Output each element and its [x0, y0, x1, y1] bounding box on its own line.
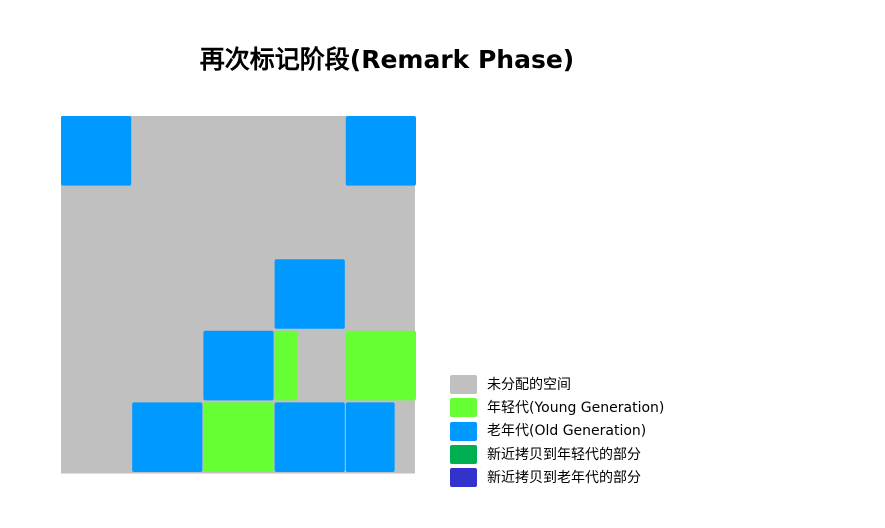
legend-swatch-young-generation: [450, 398, 477, 418]
legend: 未分配的空间 年轻代(Young Generation) 老年代(Old Gen…: [450, 373, 750, 489]
old-region-r3-c2: [203, 330, 274, 401]
legend-swatch-copied-young: [450, 445, 477, 465]
legend-label-copied-young: 新近拷贝到年轻代的部分: [487, 446, 641, 463]
old-region-r4-c3: [274, 402, 345, 472]
old-region-r2-c3: [274, 259, 345, 329]
legend-swatch-copied-old: [450, 468, 477, 488]
legend-item-old-generation: 老年代(Old Generation): [450, 420, 750, 443]
legend-item-copied-young: 新近拷贝到年轻代的部分: [450, 443, 750, 466]
legend-label-old-generation: 老年代(Old Generation): [487, 423, 647, 440]
old-region-r0-c0: [61, 116, 132, 186]
legend-item-copied-old: 新近拷贝到老年代的部分: [450, 466, 750, 489]
old-region-r4-c4: [345, 402, 395, 472]
legend-swatch-old-generation: [450, 421, 477, 441]
young-region-r3-c3: [274, 330, 298, 401]
legend-label-copied-old: 新近拷贝到老年代的部分: [487, 469, 641, 486]
legend-label-young-generation: 年轻代(Young Generation): [487, 399, 665, 416]
young-region-r4-c2: [203, 402, 274, 472]
legend-swatch-unallocated: [450, 375, 477, 395]
old-region-r0-c4: [345, 116, 416, 186]
legend-item-unallocated: 未分配的空间: [450, 373, 750, 396]
legend-item-young-generation: 年轻代(Young Generation): [450, 396, 750, 419]
young-region-r3-c4: [345, 330, 416, 401]
page-title: 再次标记阶段(Remark Phase): [199, 45, 575, 74]
old-region-r4-c1: [132, 402, 203, 472]
legend-label-unallocated: 未分配的空间: [487, 376, 571, 393]
